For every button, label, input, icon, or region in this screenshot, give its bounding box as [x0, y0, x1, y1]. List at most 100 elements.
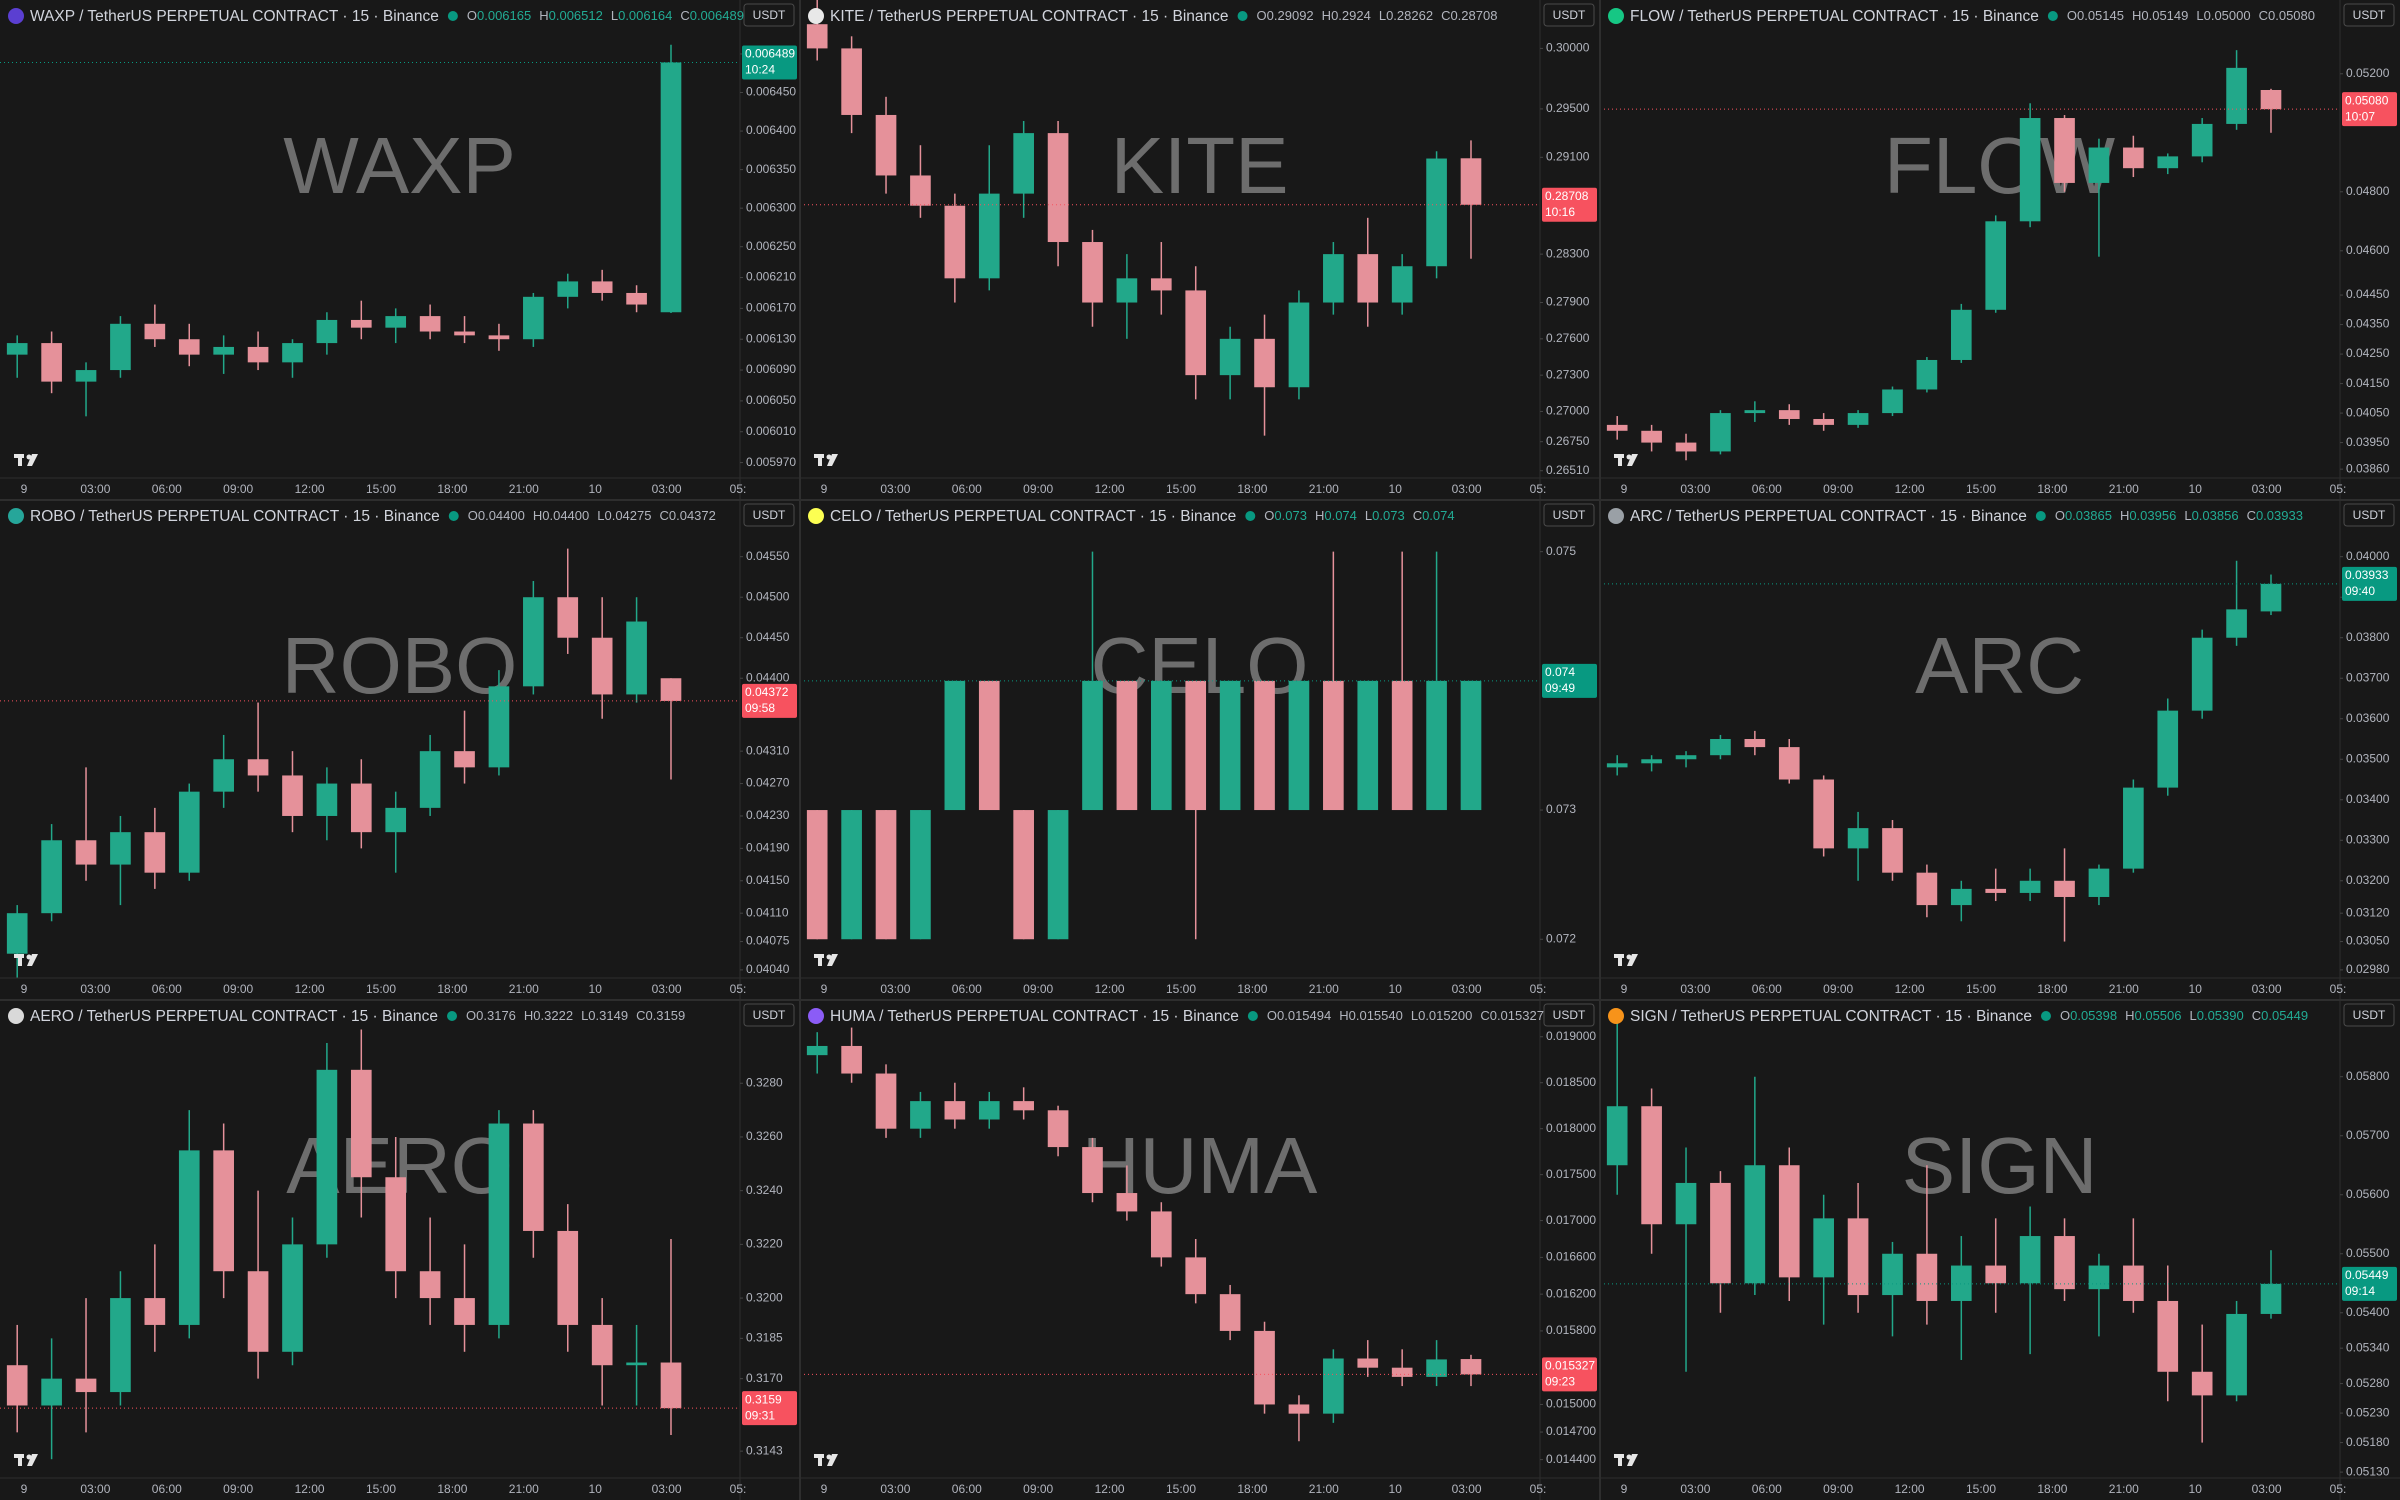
x-tick-label: 03:00	[1680, 1482, 1710, 1496]
candle-body	[2088, 147, 2110, 183]
candle-body	[875, 114, 897, 176]
y-tick-label: 0.28300	[1546, 246, 1590, 260]
x-tick-label: 15:00	[1966, 482, 1996, 496]
live-dot	[2047, 11, 2058, 21]
symbol-icon	[8, 508, 24, 524]
y-tick-label: 0.04450	[746, 630, 790, 644]
candle-body	[1460, 680, 1482, 811]
tv-logo	[814, 954, 838, 966]
price-tag-value: 0.05449	[2345, 1268, 2389, 1282]
candle-body	[2054, 1236, 2075, 1290]
y-tick-label: 0.014400	[1546, 1452, 1596, 1466]
x-tick-label: 06:00	[952, 482, 982, 496]
ohlc-key: O	[1257, 8, 1267, 23]
tv-logo	[1614, 1454, 1638, 1466]
ohlc-key: O	[467, 8, 477, 23]
candle-body	[2260, 1283, 2282, 1314]
currency-label: USDT	[2353, 508, 2386, 522]
candle-body	[2123, 787, 2144, 869]
tv-logo	[814, 1454, 838, 1466]
symbol-icon	[1608, 1008, 1624, 1024]
ohlc-value: 0.28708	[1450, 8, 1497, 23]
candle-body	[944, 1101, 966, 1120]
ohlc-key: L	[1365, 508, 1372, 523]
price-tag-value: 0.28708	[1545, 189, 1589, 203]
candle-body	[1323, 680, 1344, 811]
y-tick-label: 0.30000	[1546, 41, 1590, 55]
candle-body	[1357, 254, 1379, 303]
candle-body	[523, 597, 544, 687]
candle-body	[6, 913, 28, 954]
x-tick-label: 15:00	[1166, 1482, 1196, 1496]
candle-body	[282, 343, 303, 363]
price-tag-countdown: 10:24	[745, 63, 775, 77]
live-dot	[447, 11, 458, 21]
candle-body	[1323, 254, 1344, 303]
ohlc-value: 0.074	[1422, 508, 1455, 523]
y-tick-label: 0.006130	[746, 331, 796, 345]
ohlc-key: L	[2184, 508, 2191, 523]
candle-body	[247, 1271, 269, 1352]
x-tick-label: 06:00	[1752, 482, 1782, 496]
tv-logo	[814, 454, 838, 466]
candle-body	[523, 296, 544, 340]
candle-body	[41, 343, 62, 382]
x-tick-label: 21:00	[509, 1482, 539, 1496]
y-tick-label: 0.006250	[746, 239, 796, 253]
symbol-watermark: ARC	[1915, 621, 2084, 710]
candle-body	[178, 339, 200, 355]
live-dot	[1237, 11, 1248, 21]
ohlc-key: C	[659, 508, 668, 523]
x-tick-label: 10	[1389, 982, 1403, 996]
ohlc-value: 0.04400	[478, 508, 525, 523]
chart-title: AERO / TetherUS PERPETUAL CONTRACT · 15 …	[30, 1008, 438, 1025]
candle-body	[1082, 1147, 1103, 1194]
candle-body	[1606, 1106, 1628, 1166]
ohlc-key: H	[1315, 508, 1324, 523]
candle-body	[247, 346, 269, 363]
y-tick-label: 0.3185	[746, 1331, 783, 1345]
candle-body	[557, 597, 579, 638]
y-tick-label: 0.016600	[1546, 1250, 1596, 1264]
candle-body	[875, 1073, 897, 1129]
y-tick-label: 0.3220	[746, 1237, 783, 1251]
y-tick-label: 0.006170	[746, 301, 796, 315]
candle-body	[1013, 1101, 1034, 1111]
x-tick-label: 06:00	[152, 482, 182, 496]
candle-body	[1641, 1106, 1662, 1225]
ohlc-key: L	[1411, 1008, 1418, 1023]
candle-body	[1426, 1359, 1447, 1377]
ohlc-key: L	[2196, 8, 2203, 23]
y-tick-label: 0.05700	[2346, 1128, 2390, 1142]
x-tick-label: 12:00	[1095, 1482, 1125, 1496]
logo-part	[1627, 1454, 1638, 1466]
candle-body	[1357, 680, 1379, 811]
candle-body	[1288, 302, 1310, 388]
x-tick-label: 15:00	[1966, 1482, 1996, 1496]
price-tag-countdown: 09:23	[1545, 1375, 1575, 1389]
candle-body	[1150, 1211, 1172, 1258]
live-dot	[2035, 511, 2046, 521]
x-tick-label: 09:00	[223, 982, 253, 996]
candle-body	[1426, 158, 1447, 267]
currency-button	[1543, 1003, 1595, 1027]
currency-button	[743, 503, 795, 527]
candle-body	[1916, 1253, 1938, 1301]
ohlc-value: 0.29092	[1267, 8, 1314, 23]
chart-panel: SIGN0.058000.057000.056000.055000.054000…	[1600, 1000, 2400, 1500]
x-tick-label: 03:00	[1680, 982, 1710, 996]
logo-part	[1618, 1454, 1622, 1466]
y-tick-label: 0.018500	[1546, 1075, 1596, 1089]
y-tick-label: 0.04270	[746, 776, 790, 790]
x-tick-label: 09:00	[1023, 482, 1053, 496]
price-tag-countdown: 09:58	[745, 701, 775, 715]
ohlc-key: O	[2060, 1008, 2070, 1023]
candle-body	[1847, 1218, 1869, 1296]
ohlc-value: 0.015200	[1418, 1008, 1472, 1023]
price-axis: 0.0065000.0064500.0064000.0063500.006300…	[739, 0, 797, 500]
candle-body	[1460, 158, 1482, 205]
y-tick-label: 0.04400	[746, 670, 790, 684]
ohlc-value: 0.074	[1324, 508, 1357, 523]
candle-body	[419, 751, 441, 808]
price-axis: 0.05200 0.04800 0.04600 0.04450 0.04350 0.042…	[2339, 0, 2397, 500]
